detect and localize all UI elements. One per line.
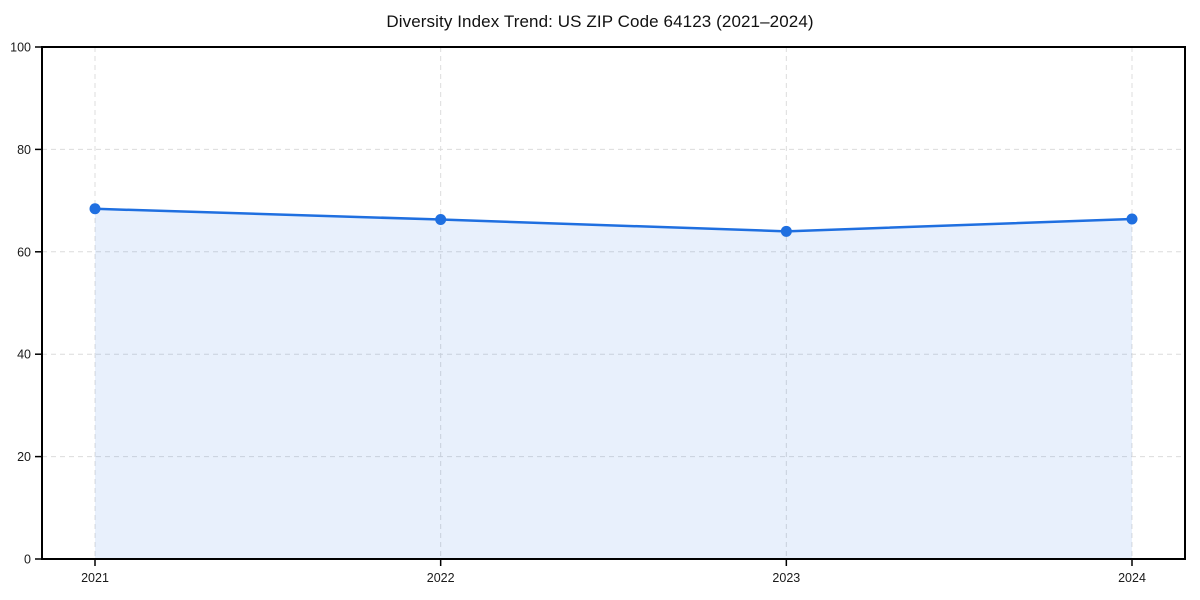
y-tick-label: 0	[24, 553, 31, 567]
chart-title: Diversity Index Trend: US ZIP Code 64123…	[386, 12, 814, 31]
x-tick-label: 2022	[427, 571, 455, 585]
data-point-2024	[1126, 213, 1138, 225]
data-point-2023	[780, 225, 792, 237]
y-tick-label: 20	[17, 450, 31, 464]
y-tick-label: 60	[17, 245, 31, 259]
data-point-2022	[435, 214, 447, 226]
y-tick-label: 80	[17, 143, 31, 157]
x-tick-label: 2024	[1118, 571, 1146, 585]
plot-border	[41, 46, 1186, 560]
trend-line	[93, 207, 1134, 233]
data-point-2021	[89, 203, 101, 215]
x-tick-label: 2021	[81, 571, 109, 585]
y-tick-label: 100	[10, 41, 31, 55]
area-fill	[95, 208, 1132, 560]
y-tick-label: 40	[17, 348, 31, 362]
x-tick-label: 2023	[772, 571, 800, 585]
